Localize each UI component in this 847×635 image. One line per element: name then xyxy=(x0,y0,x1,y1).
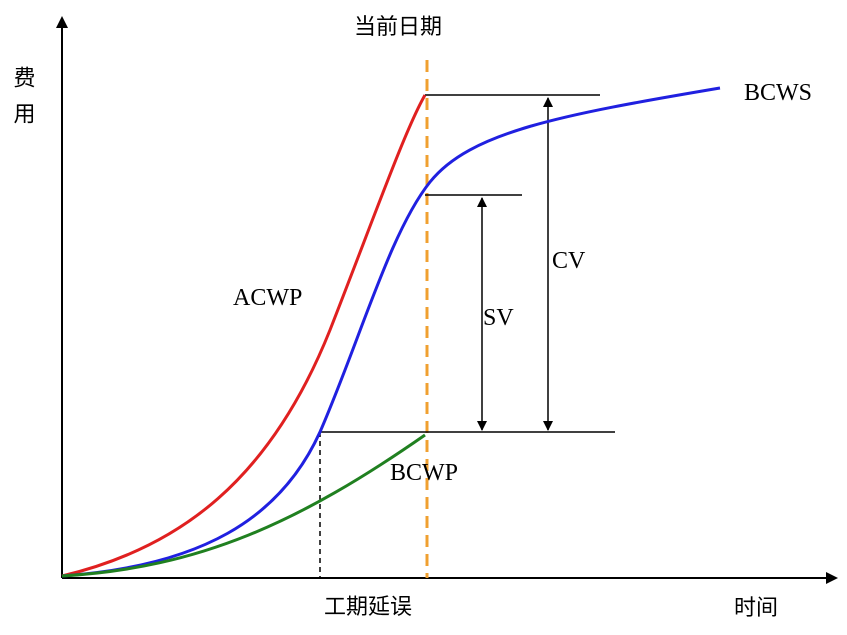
curve-label: ACWP xyxy=(233,285,302,311)
x-axis-label: 时间 xyxy=(734,596,778,621)
bcws-curve xyxy=(61,86,721,578)
y-axis-label: 费用 xyxy=(10,66,36,138)
reference-lines xyxy=(319,94,615,578)
variance-label: CV xyxy=(552,248,586,274)
current-date-label: 当前日期 xyxy=(354,15,442,40)
curve-label: BCWS xyxy=(744,80,812,106)
delay-label: 工期延误 xyxy=(324,595,412,620)
axes xyxy=(56,16,838,584)
bcwp-curve xyxy=(61,433,426,578)
acwp-curve xyxy=(61,94,427,578)
variance-label: SV xyxy=(483,305,514,331)
curve-label: BCWP xyxy=(390,460,458,486)
